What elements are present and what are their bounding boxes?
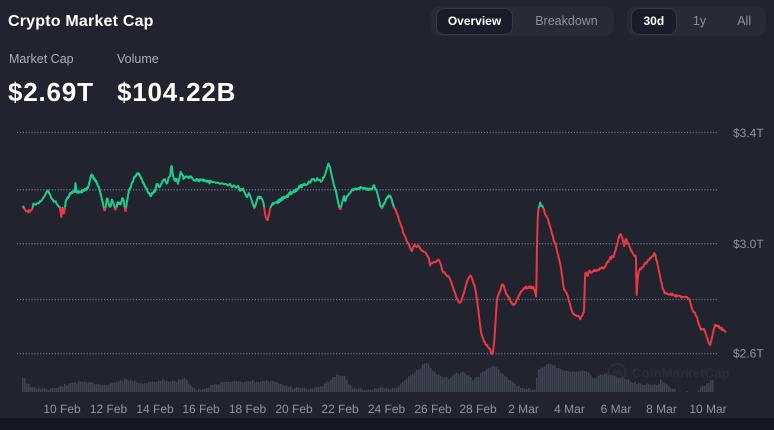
- svg-text:8 Mar: 8 Mar: [646, 402, 677, 416]
- svg-text:28 Feb: 28 Feb: [459, 402, 497, 416]
- svg-text:CoinMarketCap: CoinMarketCap: [632, 366, 730, 381]
- svg-text:16 Feb: 16 Feb: [182, 402, 220, 416]
- svg-text:22 Feb: 22 Feb: [321, 402, 359, 416]
- svg-text:18 Feb: 18 Feb: [229, 402, 267, 416]
- svg-text:$2.6T: $2.6T: [733, 347, 764, 361]
- svg-text:14 Feb: 14 Feb: [136, 402, 174, 416]
- svg-text:26 Feb: 26 Feb: [414, 402, 452, 416]
- svg-text:20 Feb: 20 Feb: [275, 402, 313, 416]
- svg-text:6 Mar: 6 Mar: [601, 402, 632, 416]
- svg-text:$3.4T: $3.4T: [733, 126, 764, 140]
- svg-text:2 Mar: 2 Mar: [508, 402, 539, 416]
- svg-text:10 Mar: 10 Mar: [689, 402, 726, 416]
- svg-text:12 Feb: 12 Feb: [90, 402, 128, 416]
- svg-text:4 Mar: 4 Mar: [554, 402, 585, 416]
- svg-text:10 Feb: 10 Feb: [43, 402, 81, 416]
- svg-text:24 Feb: 24 Feb: [368, 402, 406, 416]
- svg-text:$3.0T: $3.0T: [733, 237, 764, 251]
